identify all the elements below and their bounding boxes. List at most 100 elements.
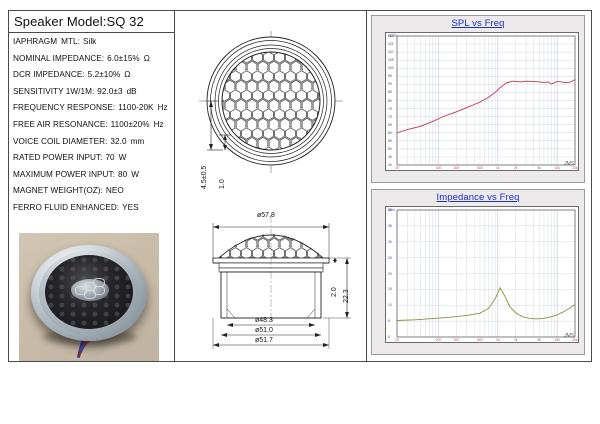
- spec-sub: MTL:: [61, 37, 80, 46]
- spl-chart-x-tick: 5k: [537, 166, 542, 170]
- spec-label: VOICE COIL DIAMETER:: [13, 136, 108, 146]
- spl-chart-y-tick: 40: [388, 163, 392, 167]
- spl-chart-y-tick: 50: [388, 146, 392, 151]
- spec-unit: Hz: [157, 103, 168, 113]
- spec-unit: W: [118, 153, 127, 163]
- spec-row: FERRO FLUID ENHANCED: YES: [13, 203, 174, 220]
- spec-unit: Ω: [124, 70, 131, 80]
- spec-label: MAXIMUM POWER INPUT:: [13, 169, 115, 179]
- spl-watermark: JMS: [564, 161, 574, 167]
- impedance-y-axis-label: Ohm: [388, 208, 395, 212]
- impedance-chart-x-tick: 1k: [496, 338, 500, 342]
- spec-value: Silk: [82, 37, 97, 46]
- spl-chart-x-tick: 20: [395, 166, 399, 170]
- spl-chart-y-tick: 70: [388, 114, 392, 119]
- spec-value: NEO: [105, 186, 124, 196]
- page-title-text: Speaker Model:SQ 32: [14, 14, 144, 29]
- spl-chart-x-tick: 20k: [572, 166, 578, 170]
- spl-chart-y-tick: 65: [388, 122, 392, 127]
- spec-unit: Hz: [153, 119, 164, 129]
- spec-row: VOICE COIL DIAMETER: 32.0 mm: [13, 137, 174, 154]
- spl-chart-svg: [396, 35, 576, 166]
- impedance-chart-x-tick: 200: [453, 338, 460, 342]
- spec-row: IAPHRAGM MTL: Silk: [13, 37, 174, 54]
- spec-row: FREE AIR RESONANCE: 1100±20% Hz: [13, 120, 174, 137]
- spec-value: 92.0±3: [97, 86, 123, 96]
- spl-chart-y-tick: 80: [388, 98, 392, 103]
- spl-chart-y-tick: 45: [388, 154, 392, 159]
- speaker-dustcap: [71, 278, 109, 301]
- spec-label: SENSITIVITY 1W/1M:: [13, 86, 95, 96]
- side-view-drawing: [212, 215, 351, 349]
- spec-unit: W: [131, 169, 139, 179]
- spl-chart-y-tick: 90: [388, 82, 392, 87]
- spl-chart-y-tick: 105: [388, 58, 394, 63]
- spec-value: 80: [117, 169, 128, 179]
- impedance-chart-title: Impedance vs Freq: [436, 192, 520, 203]
- spl-chart-x-tick: 10k: [554, 166, 560, 170]
- spec-value: 1100-20K: [118, 103, 154, 113]
- impedance-chart-x-tick: 2k: [513, 338, 518, 342]
- impedance-plot-area: Ohm JMS 0 5 10 15 20 25 30 35 40 20 100 200 500 1k 2k 5…: [385, 206, 579, 343]
- spec-label: RATED POWER INPUT:: [13, 153, 103, 163]
- spec-label: NOMINAL IMPEDANCE:: [13, 53, 105, 63]
- impedance-chart-y-tick: 35: [388, 223, 392, 228]
- spl-chart-x-tick: 500: [477, 166, 483, 170]
- impedance-chart-y-tick: 40: [388, 208, 392, 212]
- spl-chart-y-tick: 55: [388, 138, 392, 143]
- impedance-chart-y-tick: 20: [388, 271, 392, 276]
- spec-unit: mm: [130, 136, 145, 146]
- impedance-chart-y-tick: 5: [388, 319, 390, 324]
- spec-row: MAXIMUM POWER INPUT: 80 W: [13, 170, 174, 187]
- spec-value: 32.0: [110, 136, 127, 146]
- impedance-chart-x-tick: 20k: [572, 338, 578, 342]
- impedance-watermark: JMS: [564, 333, 574, 339]
- spec-row: FREQUENCY RESPONSE: 1100-20K Hz: [13, 103, 174, 120]
- spec-row: DCR IMPEDANCE: 5.2±10% Ω: [13, 70, 174, 87]
- impedance-chart-y-tick: 10: [388, 303, 392, 308]
- spec-row: MAGNET WEIGHT(OZ): NEO: [13, 186, 174, 203]
- impedance-chart-x-tick: 10k: [554, 338, 560, 342]
- impedance-chart-svg: [396, 209, 576, 338]
- spec-label: IAPHRAGM: [13, 37, 58, 46]
- spl-chart-y-tick: 75: [388, 106, 392, 111]
- impedance-chart-y-tick: 30: [388, 239, 392, 244]
- impedance-chart-y-tick: 15: [388, 287, 392, 292]
- spec-label: DCR IMPEDANCE:: [13, 70, 85, 80]
- drawing-column: 4.5±0.5 1.0: [175, 11, 367, 361]
- spec-label: FREE AIR RESONANCE:: [13, 119, 108, 129]
- impedance-chart-panel: Impedance vs Freq Ohm JMS 0 5 10 15 20 25 30 35…: [371, 189, 585, 355]
- dim-flange-label: 4.5±0.5: [201, 165, 208, 189]
- datasheet-frame: Speaker Model:SQ 32 IAPHRAGM MTL: Silk N…: [8, 10, 592, 362]
- product-photo: [19, 233, 159, 361]
- spl-chart-x-tick: 200: [453, 166, 460, 170]
- dim-total-height-label: 22.3: [343, 289, 350, 303]
- spec-value: YES: [122, 202, 139, 212]
- spec-list: IAPHRAGM MTL: Silk NOMINAL IMPEDANCE: 6.…: [9, 33, 174, 220]
- spec-row: NOMINAL IMPEDANCE: 6.0±15% Ω: [13, 54, 174, 71]
- spl-chart-x-tick: 2k: [513, 166, 518, 170]
- charts-column: SPL vs Freq dBSPL JMS 40 45 50 55 60 65 70 75 80…: [367, 11, 591, 361]
- spl-chart-y-tick: 60: [388, 130, 392, 135]
- impedance-chart-y-tick: 0: [388, 335, 390, 339]
- spec-value: 6.0±15%: [107, 53, 140, 63]
- spl-chart-x-tick: 1k: [496, 166, 500, 170]
- impedance-chart-y-tick: 25: [388, 255, 392, 260]
- spec-label: FREQUENCY RESPONSE:: [13, 103, 116, 113]
- spl-chart-x-tick: 100: [435, 166, 442, 170]
- spec-unit: dB: [126, 86, 137, 96]
- spec-row: RATED POWER INPUT: 70 W: [13, 153, 174, 170]
- spl-chart-y-tick: 110: [388, 50, 394, 55]
- impedance-chart-x-tick: 5k: [537, 338, 542, 342]
- impedance-chart-x-tick: 500: [477, 338, 483, 342]
- spl-chart-y-tick: 95: [388, 74, 392, 79]
- top-view-drawing: [199, 31, 345, 173]
- impedance-chart-x-tick: 20: [395, 338, 399, 342]
- spec-value: 70: [105, 153, 115, 163]
- spl-chart-y-tick: 100: [388, 66, 394, 71]
- page-title: Speaker Model:SQ 32: [9, 11, 174, 33]
- speaker-cone: [45, 255, 133, 329]
- dim-mid-label: ø51.0: [255, 327, 273, 334]
- dim-outer-label: ø57.8: [257, 212, 275, 219]
